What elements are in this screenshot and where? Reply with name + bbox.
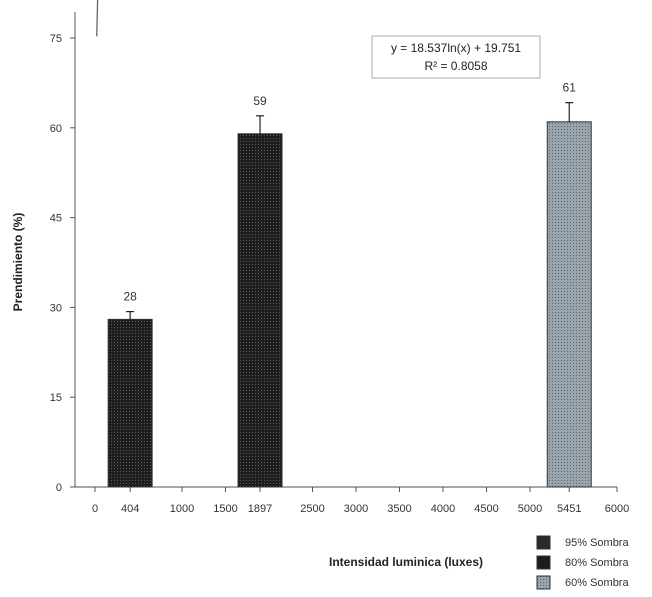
bar-1 <box>237 133 283 488</box>
x-tick-label: 2500 <box>300 503 324 515</box>
x-tick-label: 6000 <box>605 503 629 515</box>
y-tick-label: 60 <box>50 123 62 135</box>
bars: 28 59 61 <box>107 81 592 488</box>
x-axis-title: Intensidad luminica (luxes) <box>329 555 483 569</box>
x-tick-label: 1500 <box>213 503 237 515</box>
y-tick-label: 15 <box>50 392 62 404</box>
legend-swatch-1 <box>536 555 551 570</box>
legend-label-2: 60% Sombra <box>565 577 629 589</box>
x-tick-label: 0 <box>92 503 98 515</box>
y-ticks: 0 15 30 45 60 75 <box>50 33 75 494</box>
legend-label-0: 95% Sombra <box>565 537 629 549</box>
y-tick-label: 45 <box>50 213 62 225</box>
bar-2 <box>546 121 592 488</box>
data-label-0: 28 <box>123 290 137 304</box>
trendline-equation: y = 18.537ln(x) + 19.751 <box>391 41 521 55</box>
x-tick-label: 5000 <box>518 503 542 515</box>
legend-swatch-2 <box>536 575 551 590</box>
y-tick-label: 30 <box>50 302 62 314</box>
x-tick-label: 404 <box>121 503 139 515</box>
x-tick-label: 4500 <box>474 503 498 515</box>
x-tick-label: 5451 <box>557 503 581 515</box>
trendline <box>96 0 99 37</box>
x-tick-label: 3000 <box>344 503 368 515</box>
y-axis-title: Prendimiento (%) <box>11 213 25 312</box>
data-label-2: 61 <box>563 81 577 95</box>
legend-swatch-0 <box>536 535 551 550</box>
y-tick-label: 75 <box>50 33 62 45</box>
x-ticks: 0 404 1000 1500 1897 2500 3000 3500 4000 4500 5000… <box>92 487 629 515</box>
x-tick-label: 1000 <box>170 503 194 515</box>
equation-box: y = 18.537ln(x) + 19.751 R² = 0.8058 <box>371 35 541 79</box>
x-tick-label: 3500 <box>387 503 411 515</box>
legend: 95% Sombra 80% Sombra 60% Sombra <box>536 535 629 590</box>
x-tick-label: 4000 <box>431 503 455 515</box>
trendline-r2: R² = 0.8058 <box>424 59 487 73</box>
data-label-1: 59 <box>253 94 267 108</box>
y-tick-label: 0 <box>56 482 62 494</box>
legend-label-1: 80% Sombra <box>565 557 629 569</box>
x-tick-label: 1897 <box>248 503 272 515</box>
bar-0 <box>107 318 153 488</box>
